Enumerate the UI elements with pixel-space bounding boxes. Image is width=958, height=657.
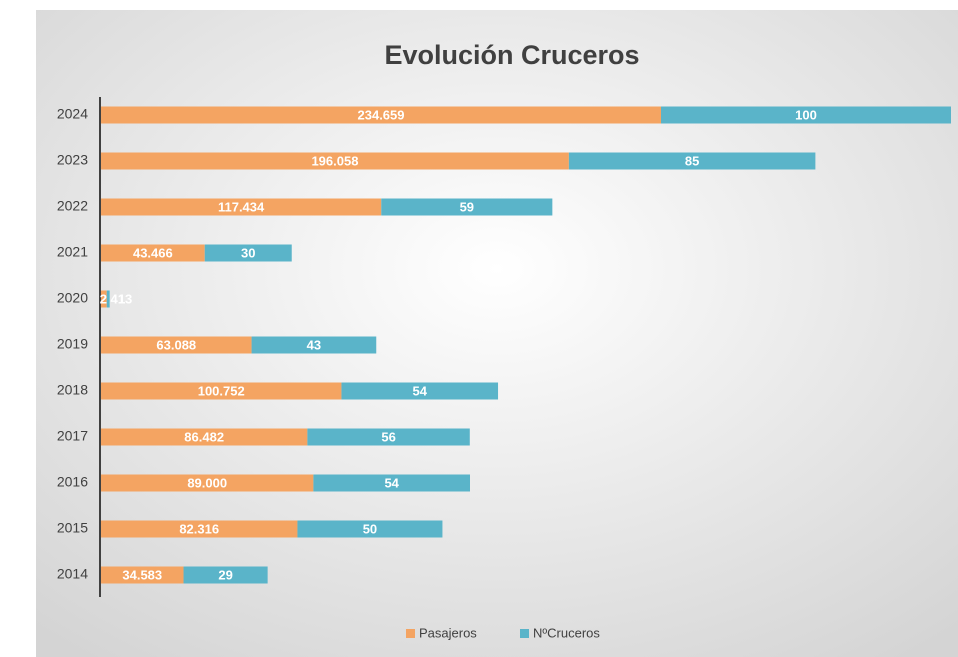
y-tick-label: 2014 [57,566,88,582]
data-label: 86.482 [184,429,224,444]
bar-segment [661,106,951,124]
bar-segment [341,382,499,400]
bar-segment [381,198,553,216]
data-label: 234.659 [358,107,405,122]
bar-segment [297,520,443,538]
bar-segment [101,428,308,446]
bar-segment [101,106,661,124]
bar-segment [204,244,292,262]
data-label: 100.752 [198,383,245,398]
data-label: 82.316 [179,521,219,536]
data-label: 29 [218,567,232,582]
y-tick-label: 2022 [57,198,88,214]
data-label: 30 [241,245,255,260]
bar-segment [101,520,298,538]
data-label: 50 [363,521,377,536]
bar-segment [101,382,342,400]
bar-segment [313,474,470,492]
legend-swatch [406,629,415,638]
data-label: 89.000 [187,475,227,490]
bar-segment [101,336,252,354]
bar-segment [101,244,205,262]
data-label: 100 [795,107,817,122]
data-label: 56 [381,429,395,444]
y-tick-label: 2024 [57,106,88,122]
data-label: 34.583 [122,567,162,582]
bar-segment [101,152,569,170]
y-tick-label: 2016 [57,474,88,490]
data-label: 1 [118,291,125,306]
y-tick-label: 2021 [57,244,88,260]
data-label: 196.058 [311,153,358,168]
bar-segment [251,336,377,354]
bar-segment [101,198,382,216]
data-label: 43 [307,337,321,352]
chart-title: Evolución Cruceros [384,40,639,70]
y-tick-label: 2023 [57,152,88,168]
bar-segment [307,428,470,446]
y-tick-label: 2019 [57,336,88,352]
data-label: 59 [460,199,474,214]
data-label: 2.413 [100,291,133,306]
legend-label: NºCruceros [533,625,600,640]
data-label: 85 [685,153,699,168]
bar-segment [183,566,268,584]
legend-swatch [520,629,529,638]
data-label: 63.088 [156,337,196,352]
bar-segment [106,290,110,308]
data-label: 54 [413,383,428,398]
bar-segment [101,566,184,584]
legend-label: Pasajeros [419,625,477,640]
y-tick-label: 2015 [57,520,88,536]
data-label: 54 [384,475,399,490]
bar-segment [101,474,314,492]
data-label: 117.434 [218,199,265,214]
y-tick-label: 2018 [57,382,88,398]
y-tick-label: 2017 [57,428,88,444]
data-label: 43.466 [133,245,173,260]
y-tick-label: 2020 [57,290,88,306]
bar-segment [101,290,107,308]
bar-segment [568,152,816,170]
